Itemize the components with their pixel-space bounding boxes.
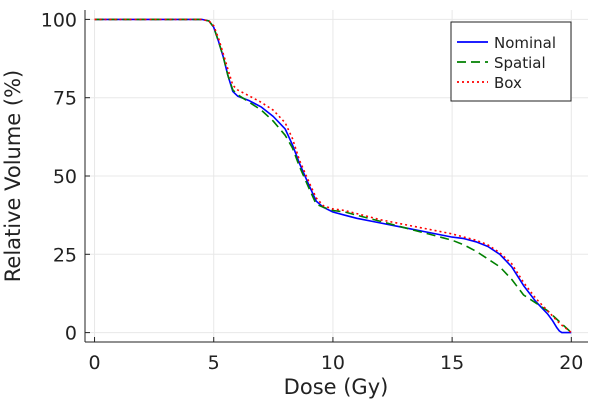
y-axis-title: Relative Volume (%) [1,70,25,282]
legend: Nominal Spatial Box [450,21,572,102]
series-lines [94,18,572,334]
y-tick-label: 50 [53,166,77,188]
x-tick-label: 10 [321,352,345,374]
tick-labels: 0 5 10 15 20 0 25 50 75 100 [41,9,584,374]
x-tick-label: 5 [208,352,220,374]
x-tick-label: 15 [440,352,464,374]
legend-label-nominal: Nominal [494,34,556,52]
x-tick-label: 0 [88,352,100,374]
legend-label-spatial: Spatial [494,54,546,72]
x-axis-title: Dose (Gy) [284,375,389,399]
legend-label-box: Box [494,74,522,92]
series-line-spatial [94,18,572,334]
series-line-box [94,18,572,334]
y-tick-label: 100 [41,9,77,31]
x-tick-label: 20 [559,352,583,374]
y-tick-label: 25 [53,244,77,266]
y-tick-label: 75 [53,88,77,110]
y-tick-label: 0 [65,323,77,345]
